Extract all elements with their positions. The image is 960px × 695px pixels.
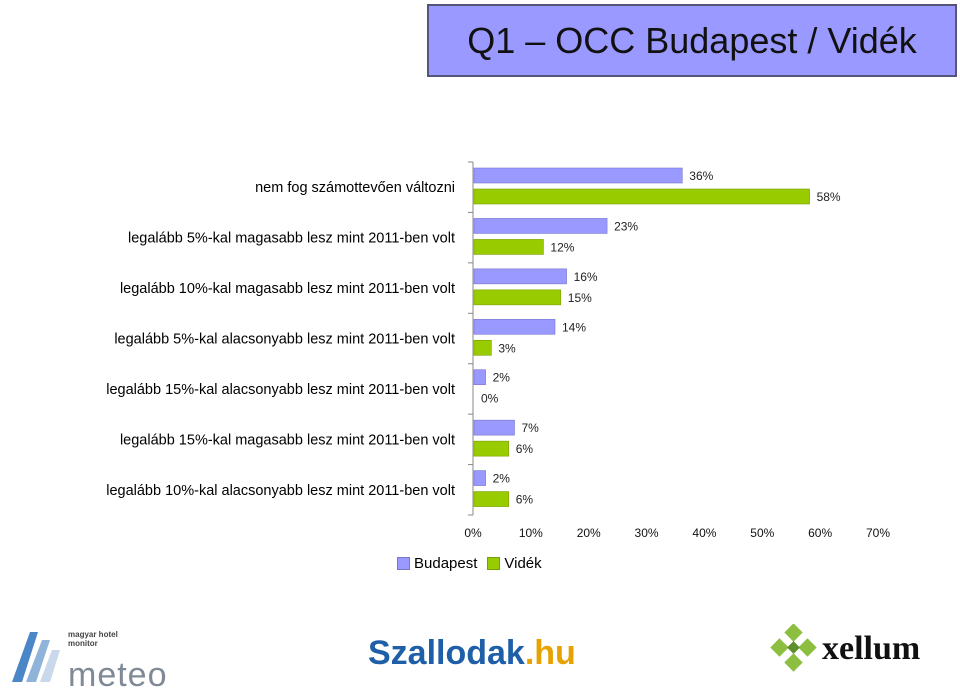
legend-swatch-videk (487, 557, 501, 570)
bar-videk (473, 289, 562, 306)
x-tick-label: 20% (577, 526, 601, 540)
data-label-videk: 12% (550, 240, 574, 254)
bar-budapest (473, 268, 567, 285)
x-tick-label: 60% (808, 526, 832, 540)
category-label: nem fog számottevően változni (255, 180, 455, 196)
data-label-videk: 58% (817, 190, 841, 204)
bar-videk (473, 440, 510, 457)
meteo-logo: magyar hotel monitor meteo (8, 626, 178, 694)
xellum-wordmark: xellum (822, 630, 921, 667)
legend-item-budapest: Budapest (397, 555, 477, 572)
legend-label-videk: Vidék (504, 555, 542, 572)
bar-videk (473, 339, 492, 356)
category-label: legalább 10%-kal magasabb lesz mint 2011… (120, 281, 455, 297)
bar-budapest (473, 218, 608, 234)
x-tick-label: 40% (692, 526, 716, 540)
data-label-budapest: 2% (493, 472, 511, 486)
data-label-budapest: 2% (493, 371, 511, 385)
x-tick-label: 10% (519, 526, 543, 540)
szallodak-wordmark: Szallodak (368, 634, 525, 672)
x-tick-label: 70% (866, 526, 890, 540)
logo-strip: magyar hotel monitor meteo Szallodak.hu … (0, 620, 960, 694)
bar-budapest (473, 470, 486, 486)
bar-chart: nem fog számottevően változni 36% 58% legal… (106, 161, 890, 540)
legend-label-budapest: Budapest (414, 555, 478, 572)
legend-swatch-budapest (397, 557, 410, 570)
x-tick-label: 50% (750, 526, 774, 540)
data-label-videk: 6% (516, 442, 534, 456)
data-label-budapest: 16% (574, 270, 598, 284)
title-box: Q1 – OCC Budapest / Vidék (427, 4, 957, 77)
bar-budapest (473, 167, 683, 184)
category-label: legalább 5%-kal alacsonyabb lesz mint 20… (114, 332, 455, 348)
x-tick-label: 30% (635, 526, 659, 540)
data-label-videk: 6% (516, 493, 534, 507)
data-label-budapest: 23% (614, 219, 638, 233)
category-label: legalább 15%-kal magasabb lesz mint 2011… (120, 432, 455, 448)
category-label: legalább 10%-kal alacsonyabb lesz mint 2… (106, 483, 455, 499)
data-label-budapest: 7% (522, 421, 540, 435)
szallodak-logo: Szallodak.hu (368, 634, 576, 673)
category-label: legalább 15%-kal alacsonyabb lesz mint 2… (106, 382, 455, 398)
meteo-mark-icon (12, 632, 60, 682)
data-label-budapest: 14% (562, 320, 586, 334)
bar-budapest (473, 419, 515, 436)
legend: Budapest Vidék (397, 555, 552, 572)
category-label: legalább 5%-kal magasabb lesz mint 2011-… (128, 231, 455, 247)
szallodak-tld: .hu (524, 634, 576, 672)
legend-item-videk: Vidék (487, 555, 542, 572)
bar-videk (473, 491, 510, 507)
bar-budapest (473, 318, 556, 335)
x-tick-label: 0% (464, 526, 482, 540)
data-label-videk: 3% (498, 341, 516, 355)
meteo-wordmark: meteo (68, 656, 168, 694)
xellum-diamond-icon (770, 623, 817, 672)
bar-videk (473, 188, 810, 205)
xellum-logo: xellum (768, 623, 958, 688)
bar-videk (473, 239, 544, 255)
data-label-budapest: 36% (689, 169, 713, 183)
data-label-videk: 0% (481, 392, 499, 406)
data-label-videk: 15% (568, 291, 592, 305)
meteo-small-text: magyar hotel monitor (68, 630, 118, 648)
chart-title: Q1 – OCC Budapest / Vidék (467, 19, 917, 61)
bar-budapest (473, 369, 486, 386)
